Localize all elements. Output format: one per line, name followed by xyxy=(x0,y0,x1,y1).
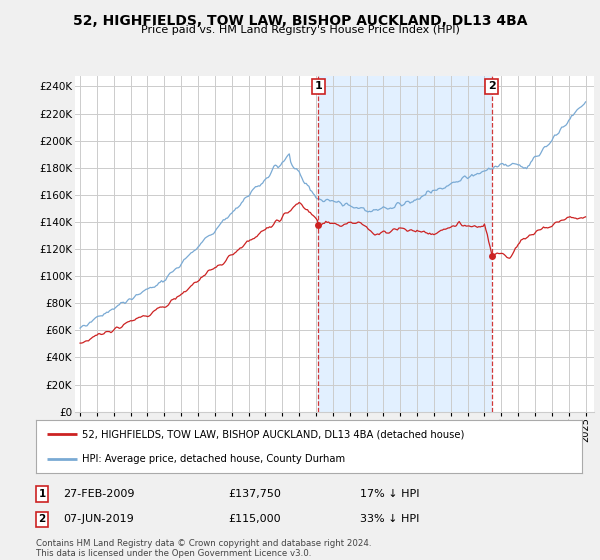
Text: 52, HIGHFIELDS, TOW LAW, BISHOP AUCKLAND, DL13 4BA: 52, HIGHFIELDS, TOW LAW, BISHOP AUCKLAND… xyxy=(73,14,527,28)
Text: Price paid vs. HM Land Registry's House Price Index (HPI): Price paid vs. HM Land Registry's House … xyxy=(140,25,460,35)
Text: HPI: Average price, detached house, County Durham: HPI: Average price, detached house, Coun… xyxy=(82,454,346,464)
Text: 1: 1 xyxy=(314,81,322,91)
Text: 33% ↓ HPI: 33% ↓ HPI xyxy=(360,514,419,524)
Text: 52, HIGHFIELDS, TOW LAW, BISHOP AUCKLAND, DL13 4BA (detached house): 52, HIGHFIELDS, TOW LAW, BISHOP AUCKLAND… xyxy=(82,430,465,440)
Text: £137,750: £137,750 xyxy=(228,489,281,499)
Text: 27-FEB-2009: 27-FEB-2009 xyxy=(63,489,134,499)
Text: Contains HM Land Registry data © Crown copyright and database right 2024.
This d: Contains HM Land Registry data © Crown c… xyxy=(36,539,371,558)
Text: 2: 2 xyxy=(488,81,496,91)
Text: 17% ↓ HPI: 17% ↓ HPI xyxy=(360,489,419,499)
Text: 1: 1 xyxy=(38,489,46,499)
Bar xyxy=(319,76,492,412)
Text: £115,000: £115,000 xyxy=(228,514,281,524)
Text: 2: 2 xyxy=(38,514,46,524)
Text: 07-JUN-2019: 07-JUN-2019 xyxy=(63,514,134,524)
